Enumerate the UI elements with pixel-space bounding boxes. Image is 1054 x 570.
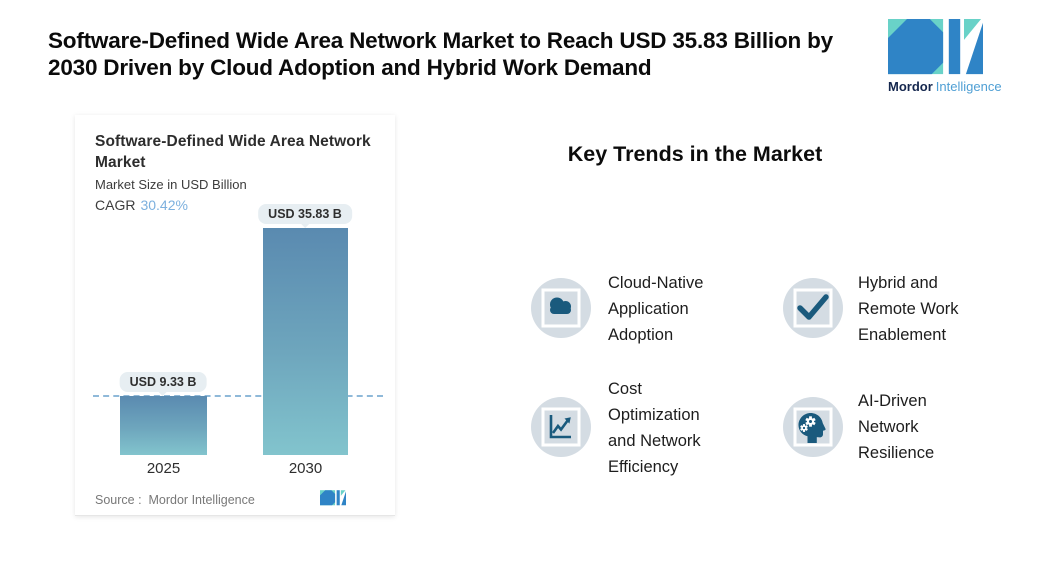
page-title: Software-Defined Wide Area Network Marke… xyxy=(48,28,833,80)
x-axis-label-2030: 2030 xyxy=(288,460,323,477)
market-chart-card: Software-Defined Wide Area Network Marke… xyxy=(75,115,395,516)
brand-logo: Mordor Intelligence xyxy=(888,19,1002,94)
mordor-intelligence-logo-icon xyxy=(888,19,983,75)
brand-name: Mordor Intelligence xyxy=(888,79,1002,94)
cagr-label: CAGR xyxy=(95,197,136,213)
bar-2025 xyxy=(120,396,207,455)
reference-dashed-line xyxy=(93,395,383,397)
cloud-icon xyxy=(531,278,591,338)
checkmark-icon xyxy=(783,278,843,338)
chart-subtitle: Market Size in USD Billion xyxy=(95,177,247,192)
mordor-intelligence-mini-logo-icon xyxy=(320,490,346,506)
trend-label-cloud-native: Cloud-Native Application Adoption xyxy=(608,274,704,344)
value-label-2030: USD 35.83 B xyxy=(258,204,352,224)
trend-label-cost-optimization: Cost Optimization and Network Efficiency xyxy=(608,380,701,476)
source-attribution: Source : Mordor Intelligence xyxy=(95,493,255,507)
trend-label-hybrid-remote: Hybrid and Remote Work Enablement xyxy=(858,274,959,344)
value-label-2025: USD 9.33 B xyxy=(119,372,207,392)
bar-2030 xyxy=(263,228,348,455)
chart-title: Software-Defined Wide Area Network Marke… xyxy=(95,133,371,171)
brand-name-bold: Mordor xyxy=(888,79,933,94)
growth-chart-icon xyxy=(531,397,591,457)
chart-cagr: CAGR 30.42% xyxy=(95,197,188,213)
x-axis-label-2025: 2025 xyxy=(146,460,181,477)
brand-name-light: Intelligence xyxy=(935,79,1002,94)
head-gears-icon xyxy=(783,397,843,457)
trend-label-ai-driven: AI-Driven Network Resilience xyxy=(858,392,935,462)
trends-heading: Key Trends in the Market xyxy=(567,142,823,166)
cagr-value: 30.42% xyxy=(140,197,188,213)
